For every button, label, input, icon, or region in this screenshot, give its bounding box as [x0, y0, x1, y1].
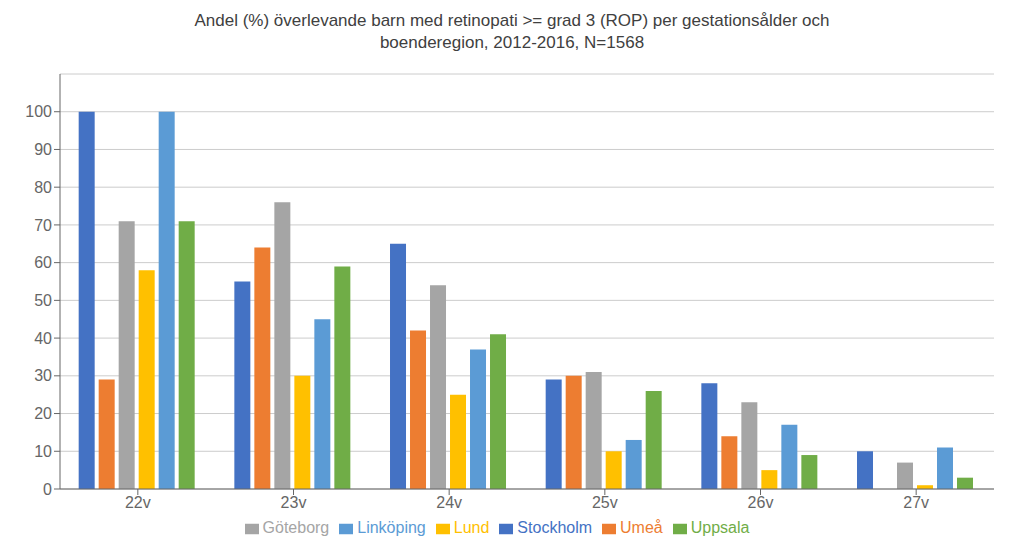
html-text:Stockholm: Stockholm	[517, 519, 593, 536]
svg-text:22v: 22v	[125, 494, 151, 511]
svg-text:26v: 26v	[748, 494, 774, 511]
svg-text:50: 50	[34, 292, 52, 309]
svg-text:20: 20	[34, 405, 52, 422]
html-text:Andel (%) överlevande barn med: Andel (%) överlevande barn med retinopat…	[194, 11, 830, 30]
html-text:Linköping: Linköping	[357, 519, 426, 536]
svg-text:30: 30	[34, 367, 52, 384]
svg-text:23v: 23v	[281, 494, 307, 511]
svg-text:100: 100	[25, 103, 52, 120]
svg-text:27v: 27v	[903, 494, 929, 511]
html-text:Göteborg: Göteborg	[262, 519, 330, 536]
svg-text:10: 10	[34, 443, 52, 460]
svg-text:90: 90	[34, 141, 52, 158]
svg-text:24v: 24v	[436, 494, 462, 511]
svg-text:0: 0	[43, 481, 52, 498]
svg-text:60: 60	[34, 254, 52, 271]
svg-text:25v: 25v	[592, 494, 618, 511]
html-text:boenderegion, 2012-2016, N=156: boenderegion, 2012-2016, N=1568	[379, 33, 645, 52]
html-text:Uppsala: Uppsala	[690, 519, 750, 536]
svg-text:80: 80	[34, 179, 52, 196]
html-text:Lund: Lund	[453, 519, 490, 536]
html-text:Umeå: Umeå	[620, 519, 663, 536]
svg-text:40: 40	[34, 330, 52, 347]
svg-text:70: 70	[34, 217, 52, 234]
